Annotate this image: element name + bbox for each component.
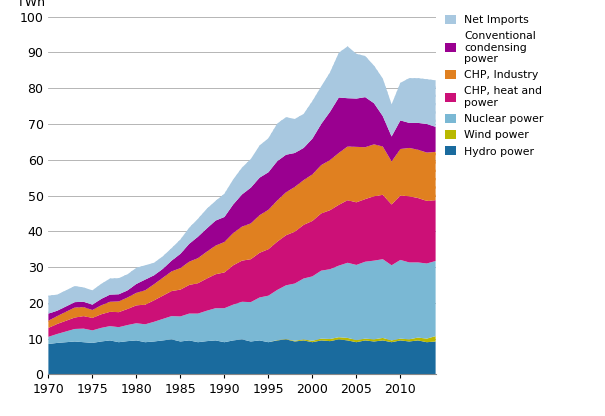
Text: TWh: TWh <box>18 0 45 10</box>
Legend: Net Imports, Conventional
condensing
power, CHP, Industry, CHP, heat and
power, : Net Imports, Conventional condensing pow… <box>445 15 544 156</box>
